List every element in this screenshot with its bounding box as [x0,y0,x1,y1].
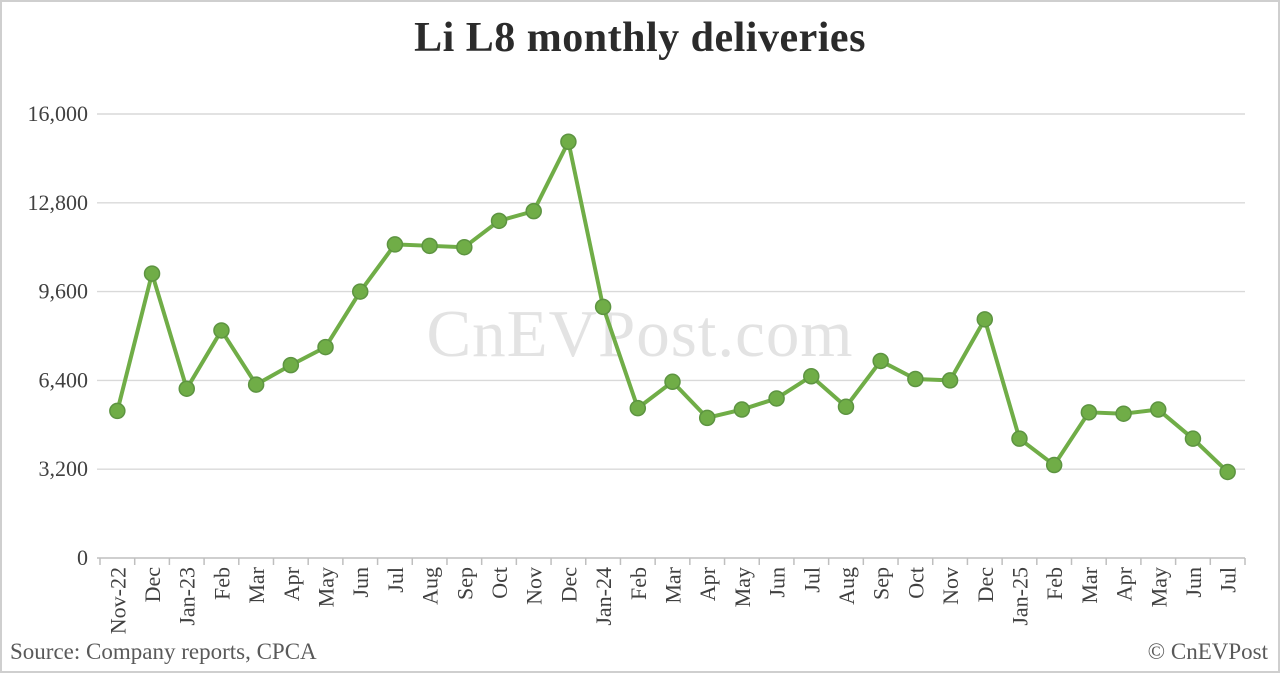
y-tick-label: 16,000 [28,101,89,126]
x-tick-label: Nov-22 [105,567,130,634]
data-point [1150,401,1167,418]
data-point [490,212,508,230]
x-tick-label: May [730,567,755,607]
data-point [594,298,612,316]
data-point [560,133,577,150]
x-tick-label: Dec [973,567,998,603]
x-tick-label: Jul [799,567,824,593]
copyright-note: © CnEVPost [1147,639,1268,664]
x-tick-label: Feb [209,567,234,600]
x-tick-label: Jan-23 [175,567,200,626]
data-point [421,237,438,255]
delivery-line [115,139,1230,474]
data-point [456,238,473,256]
y-tick-label: 0 [77,545,88,570]
data-point [386,236,404,253]
data-point [525,202,542,220]
data-point [1184,430,1202,447]
x-tick-label: Sep [452,567,477,600]
x-tick-label: Oct [903,567,928,599]
x-tick-label: Dec [140,567,165,603]
data-point [247,376,265,393]
x-tick-label: Apr [279,566,304,601]
data-point [837,398,855,416]
x-tick-label: May [314,567,339,607]
x-tick-label: Jun [1181,567,1206,598]
data-point [143,265,161,282]
data-point [109,402,126,420]
data-point [1219,463,1236,481]
data-point [664,373,681,391]
y-tick-label: 6,400 [39,367,89,392]
x-tick-label: Aug [418,567,443,605]
data-point [872,352,889,370]
data-point [351,283,369,300]
data-point [941,372,959,389]
y-tick-label: 12,800 [28,190,89,215]
x-tick-label: Apr [695,566,720,601]
data-point [1011,430,1028,447]
data-point [1115,405,1132,422]
x-tick-label: Dec [556,567,581,603]
y-tick-label: 9,600 [39,279,89,304]
x-tick-label: Jun [348,567,373,598]
data-point [282,356,300,374]
x-tick-label: Apr [1112,566,1137,601]
data-point [768,390,785,407]
x-tick-label: Sep [869,567,894,600]
data-point [629,399,647,417]
data-point [213,322,230,339]
data-point [733,401,751,418]
source-note: Source: Company reports, CPCA [10,639,317,664]
x-tick-label: Feb [626,567,651,600]
x-tick-label: Jan-24 [591,567,616,626]
data-point [178,380,195,397]
x-tick-label: Oct [487,567,512,599]
data-point [698,409,716,427]
x-tick-label: Mar [244,566,269,603]
x-tick-label: May [1146,567,1171,607]
x-tick-label: Jun [765,567,790,598]
x-tick-label: Nov [522,567,547,605]
x-tick-label: Jul [383,567,408,593]
data-point [803,367,820,385]
chart-title: Li L8 monthly deliveries [414,15,866,61]
x-tick-label: Aug [834,567,859,605]
y-tick-label: 3,200 [39,456,89,481]
x-tick-label: Feb [1042,567,1067,600]
data-point [976,311,994,328]
x-tick-label: Nov [938,567,963,605]
x-tick-label: Jan-25 [1007,567,1032,626]
x-tick-label: Jul [1216,567,1241,593]
data-point [1080,404,1098,421]
x-tick-label: Mar [661,566,686,603]
x-tick-label: Mar [1077,566,1102,603]
data-point [1045,456,1063,474]
data-point [907,370,924,388]
data-point [317,338,334,356]
